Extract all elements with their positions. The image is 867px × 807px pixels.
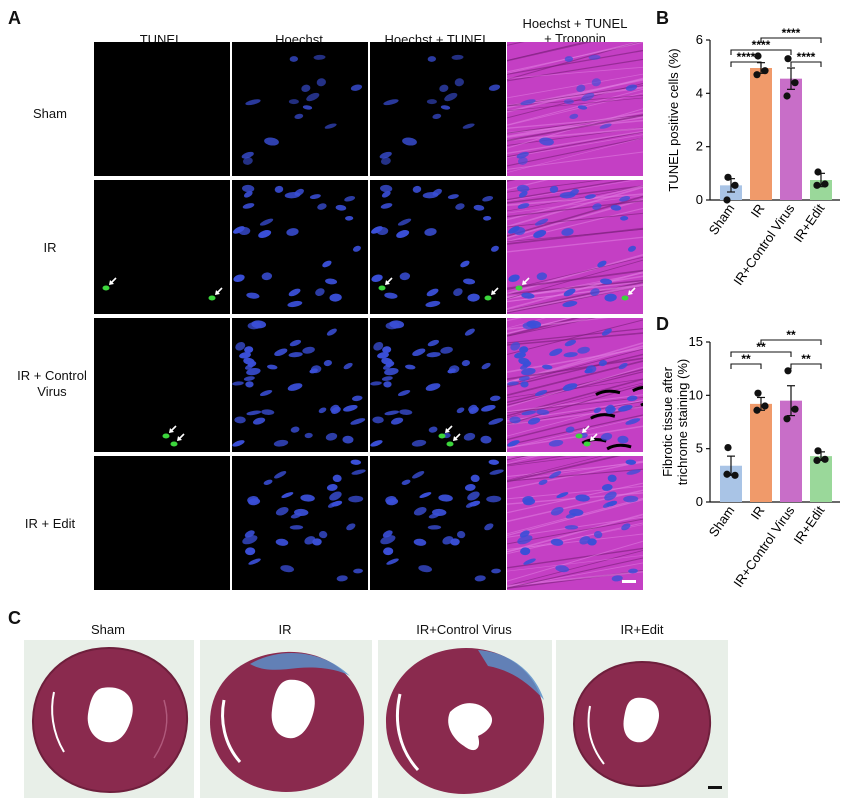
chart-d-point-0-1 — [731, 471, 739, 479]
micrograph-ir-edit-troponin — [507, 456, 643, 590]
chart-d-y-tick-label: 10 — [689, 387, 703, 402]
chart-b-point-1-0 — [754, 52, 762, 60]
chart-d-point-2-1 — [791, 405, 799, 413]
micrograph-ir-control-virus-hoechst — [232, 318, 368, 452]
chart-b-point-3-2 — [813, 181, 821, 189]
micrograph-sham-tunel — [94, 42, 230, 176]
micrograph-ir-control-virus-tunel — [94, 318, 230, 452]
micrograph-sham-troponin — [507, 42, 643, 176]
micrograph-ir-merge — [370, 180, 506, 314]
heart-section-ir-control-virus — [378, 640, 552, 798]
chart-b-y-tick-label: 4 — [696, 85, 703, 100]
chart-b-point-0-1 — [731, 181, 739, 189]
chart-b-sig-label-0: **** — [737, 50, 756, 64]
chart-d-point-1-1 — [761, 402, 769, 410]
micrograph-ir-edit-hoechst — [232, 456, 368, 590]
chart-b-sig-label-1: **** — [752, 38, 771, 52]
row-label-sham: Sham — [33, 106, 67, 121]
micrograph-ir-troponin — [507, 180, 643, 314]
chart-d-point-1-0 — [754, 389, 762, 397]
chart-d-category-label-3: IR+Edit — [791, 503, 828, 547]
heart-label-ir: IR — [278, 622, 292, 637]
panel-c-letter: C — [8, 608, 21, 628]
chart-b-point-3-0 — [814, 168, 822, 176]
heart-label-ir-edit: IR+Edit — [620, 622, 664, 637]
heart-section-ir-edit — [556, 640, 728, 798]
panel-d-letter: D — [656, 314, 669, 334]
chart-d-point-0-2 — [723, 470, 731, 478]
micrograph-sham-merge — [370, 42, 506, 176]
micrograph-ir-edit-merge — [370, 456, 506, 590]
heart-section-sham — [24, 640, 194, 798]
heart-label-ir-control-virus: IR+Control Virus — [416, 622, 512, 637]
chart-b-point-1-2 — [753, 71, 761, 79]
chart-d-sig-label-1: ** — [756, 340, 766, 354]
micrograph-ir-hoechst — [232, 180, 368, 314]
chart-d-sig-bracket-2 — [760, 339, 822, 345]
chart-d-bar-1 — [750, 403, 772, 502]
chart-d-point-2-2 — [783, 415, 791, 423]
row-label-ir: IR — [43, 240, 57, 255]
heart-label-sham: Sham — [91, 622, 125, 637]
micrograph-ir-tunel — [94, 180, 230, 314]
chart-d-point-3-0 — [814, 447, 822, 455]
chart-b-point-2-1 — [791, 79, 799, 87]
chart-d-y-tick-label: 0 — [696, 494, 703, 509]
chart-d-point-1-2 — [753, 406, 761, 414]
chart-d-sig-label-3: ** — [801, 352, 811, 366]
panel-a-letter: A — [8, 8, 21, 28]
micrograph-ir-control-virus-merge — [370, 318, 506, 452]
chart-d-sig-bracket-0 — [730, 363, 762, 369]
chart-b-bar-0 — [720, 185, 742, 200]
chart-b-y-tick-label: 2 — [696, 139, 703, 154]
chart-d-point-0-0 — [724, 444, 732, 452]
chart-b-sig-label-3: **** — [797, 50, 816, 64]
chart-d-y-tick-label: 5 — [696, 441, 703, 456]
row-label-ir-control-virus: IR + Control Virus — [17, 368, 87, 399]
chart-b-point-1-1 — [761, 67, 769, 75]
chart-d-sig-label-0: ** — [741, 352, 751, 366]
chart-d-category-label-0: Sham — [706, 503, 738, 539]
chart-d-bar-3 — [810, 456, 832, 502]
micrograph-ir-control-virus-troponin — [507, 318, 643, 452]
chart-d-category-label-1: IR — [748, 503, 768, 522]
chart-b-sig-bracket-1 — [730, 49, 792, 55]
chart-d-sig-bracket-1 — [730, 351, 792, 357]
chart-b-category-label-0: Sham — [706, 201, 738, 237]
chart-d-y-tick-label: 15 — [689, 334, 703, 349]
scale-bar-c — [708, 786, 722, 789]
chart-b-point-0-0 — [724, 173, 732, 181]
chart-b-sig-label-2: **** — [782, 28, 801, 40]
heart-section-ir — [200, 640, 372, 798]
chart-b-point-0-2 — [723, 196, 731, 204]
chart-b-point-3-1 — [821, 180, 829, 188]
micrograph-ir-edit-tunel — [94, 456, 230, 590]
panel-b-letter: B — [656, 8, 669, 28]
chart-d-bar-2 — [780, 400, 802, 502]
chart-b-y-tick-label: 0 — [696, 192, 703, 207]
micrograph-sham-hoechst — [232, 42, 368, 176]
chart-d-point-2-0 — [784, 367, 792, 375]
chart-b-sig-bracket-2 — [760, 37, 822, 43]
chart-d-point-3-2 — [813, 456, 821, 464]
chart-d-sig-label-2: ** — [786, 330, 796, 342]
scale-bar-a — [622, 580, 636, 583]
chart-b-y-axis-label: TUNEL positive cells (%) — [666, 48, 681, 191]
chart-b-category-label-1: IR — [748, 201, 768, 220]
chart-d-point-3-1 — [821, 455, 829, 463]
chart-b-bar-2 — [780, 78, 802, 200]
chart-b-category-label-3: IR+Edit — [791, 201, 828, 245]
row-label-ir-edit: IR + Edit — [24, 516, 76, 531]
chart-d-y-axis-label: Fibrotic tissue aftertrichrome staining … — [660, 359, 690, 485]
chart-b-point-2-2 — [783, 92, 791, 100]
chart-b-y-tick-label: 6 — [696, 32, 703, 47]
chart-b-bar-1 — [750, 68, 772, 200]
chart-b-sig-bracket-0 — [730, 61, 762, 67]
chart-d-sig-bracket-3 — [790, 363, 822, 369]
fibrosis-bar-chart: Fibrotic tissue aftertrichrome staining … — [660, 330, 840, 590]
chart-b-sig-bracket-3 — [790, 61, 822, 67]
chart-b-point-2-0 — [784, 55, 792, 63]
